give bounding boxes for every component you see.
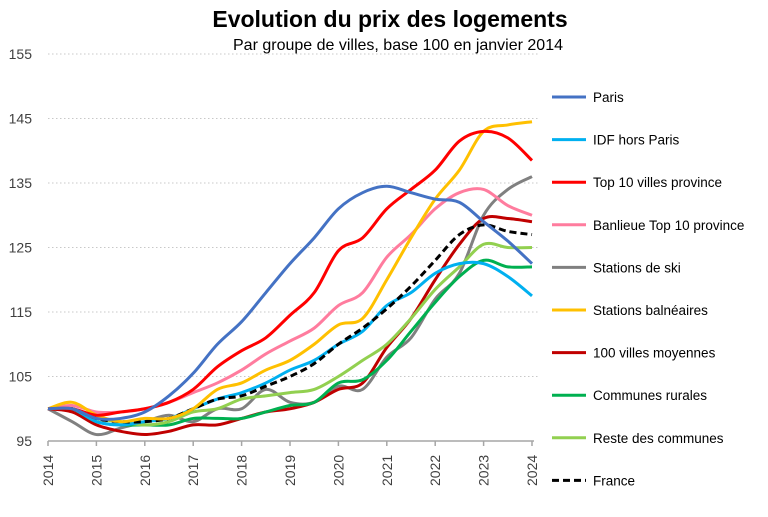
x-tick-label: 2020 xyxy=(330,455,346,486)
y-tick-label: 95 xyxy=(16,433,32,449)
legend-label: France xyxy=(593,473,635,488)
y-tick-label: 115 xyxy=(10,304,33,320)
x-tick-label: 2015 xyxy=(88,455,104,486)
series-line-idf-hors-paris xyxy=(47,260,533,427)
x-tick-label: 2016 xyxy=(137,455,153,486)
series-line-stations-de-ski xyxy=(47,175,533,437)
x-tick-label: 2022 xyxy=(427,455,443,486)
legend-label: Banlieue Top 10 province xyxy=(593,218,744,233)
legend-label: Communes rurales xyxy=(593,388,707,403)
series-line-banlieue-top-10-province xyxy=(47,187,533,415)
x-tick-label: 2021 xyxy=(379,455,395,486)
chart-title: Evolution du prix des logements xyxy=(212,6,567,32)
series-line-stations-baln-aires xyxy=(47,120,533,424)
x-tick-label: 2019 xyxy=(282,455,298,486)
legend-label: Stations de ski xyxy=(593,260,681,275)
series-line-communes-rurales xyxy=(47,258,533,427)
x-tick-label: 2017 xyxy=(185,455,201,486)
x-tick-label: 2018 xyxy=(234,455,250,486)
legend-label: Reste des communes xyxy=(593,431,724,446)
y-tick-label: 155 xyxy=(9,46,33,62)
y-tick-label: 135 xyxy=(9,175,33,191)
legend-label: IDF hors Paris xyxy=(593,133,680,148)
x-tick-label: 2024 xyxy=(524,455,540,486)
x-tick-label: 2023 xyxy=(476,455,492,486)
x-tick-label: 2014 xyxy=(40,455,56,486)
series-line-100-villes-moyennes xyxy=(47,214,533,437)
y-tick-label: 125 xyxy=(9,240,33,256)
legend-label: 100 villes moyennes xyxy=(593,346,716,361)
y-tick-label: 105 xyxy=(9,369,33,385)
chart-subtitle: Par groupe de villes, base 100 en janvie… xyxy=(233,37,563,54)
legend-label: Top 10 villes province xyxy=(593,175,722,190)
y-tick-label: 145 xyxy=(9,111,33,127)
series-line-top-10-villes-province xyxy=(47,129,534,417)
legend-label: Paris xyxy=(593,90,624,105)
legend-label: Stations balnéaires xyxy=(593,303,708,318)
series-line-paris xyxy=(47,184,534,421)
